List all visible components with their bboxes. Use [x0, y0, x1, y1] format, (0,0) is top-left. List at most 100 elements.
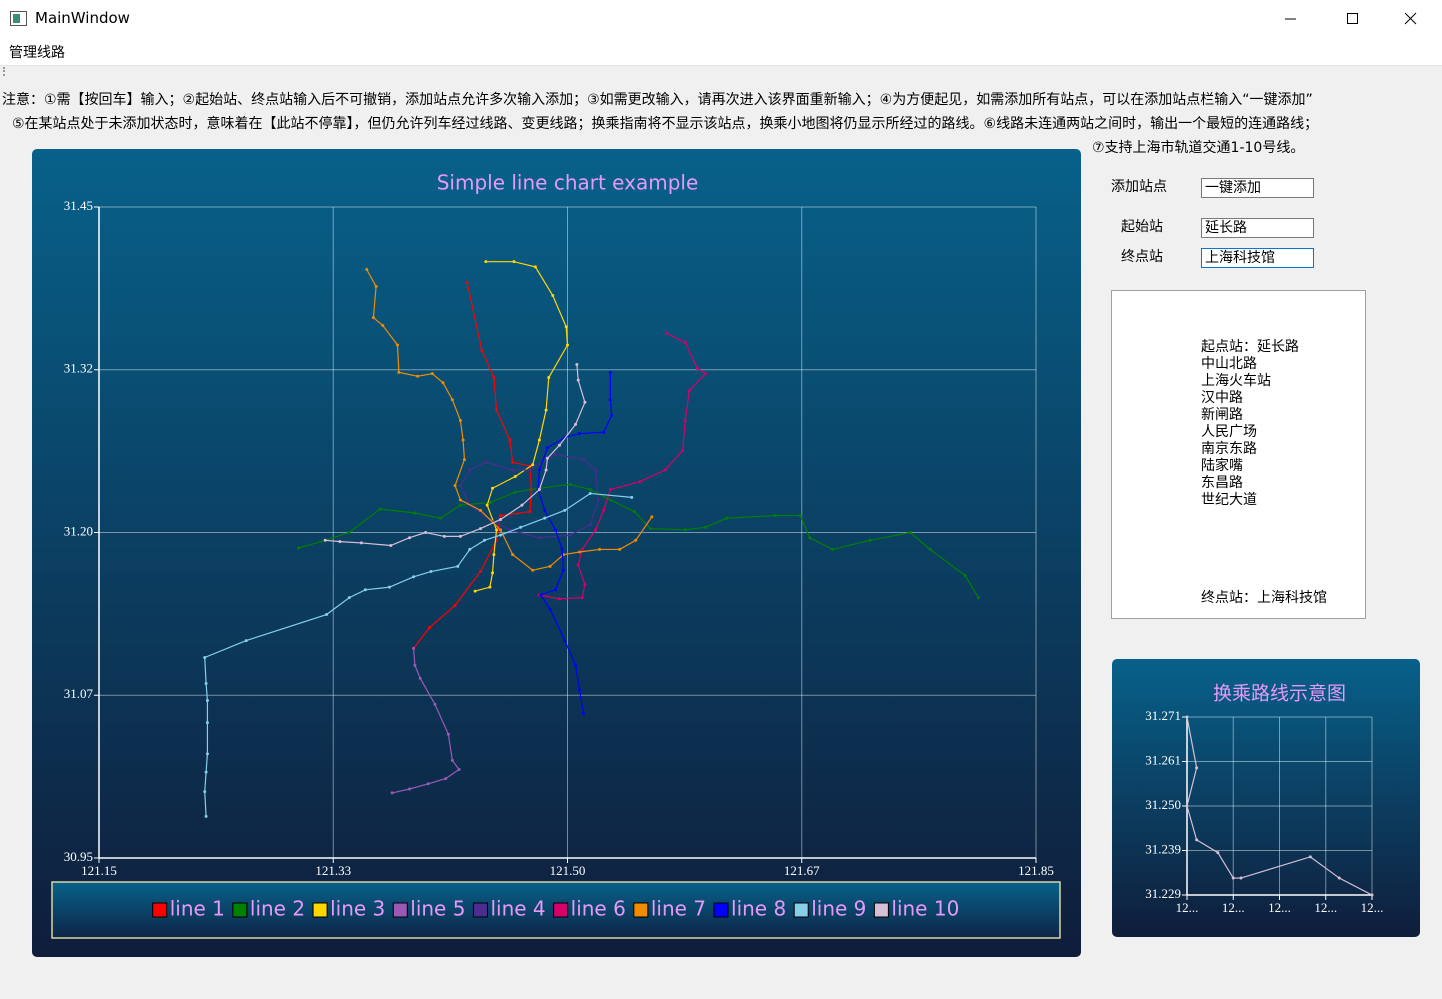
series-point — [594, 468, 598, 472]
close-button[interactable] — [1404, 12, 1417, 25]
series-point — [499, 533, 503, 537]
series-point — [928, 547, 932, 551]
series-point — [582, 711, 586, 715]
end-station-input[interactable]: 上海科技馆 — [1201, 248, 1314, 268]
series-point — [491, 486, 495, 490]
series-point — [561, 568, 565, 572]
series-point — [426, 782, 430, 786]
legend-swatch — [793, 902, 809, 918]
series-point — [488, 585, 492, 589]
series-point — [359, 541, 363, 545]
series-point — [598, 547, 602, 551]
series-point — [511, 460, 515, 464]
series-point — [484, 460, 488, 464]
series-point — [1337, 876, 1341, 880]
series-point — [576, 378, 580, 382]
series-point — [458, 498, 462, 502]
legend-label: line 1 — [170, 897, 225, 921]
series-point — [580, 596, 584, 600]
legend-label: line 5 — [410, 897, 465, 921]
series-point — [544, 408, 548, 412]
series-point — [513, 475, 517, 479]
series-point — [594, 528, 598, 532]
series-point — [773, 514, 777, 518]
menu-item[interactable]: 管理线路 — [9, 45, 65, 61]
series-point — [1231, 876, 1235, 880]
series-point — [868, 538, 872, 542]
legend-swatch — [392, 902, 408, 918]
route-line: 南京东路 — [1201, 441, 1257, 457]
series-point — [683, 528, 687, 532]
series-point — [374, 284, 378, 288]
series-point — [483, 538, 487, 542]
series-point — [203, 655, 207, 659]
legend-label: line 6 — [571, 897, 626, 921]
series-point — [323, 538, 327, 542]
main-chart: Simple line chart example 30.95 31.07 31.20… — [32, 149, 1081, 957]
series-point — [511, 468, 515, 472]
legend-label: line 8 — [731, 897, 786, 921]
series-point — [519, 525, 523, 529]
series-point — [1216, 851, 1220, 855]
legend-swatch — [553, 902, 569, 918]
series-point — [244, 639, 248, 643]
series-point — [578, 688, 582, 692]
series-point — [296, 546, 300, 550]
series-line — [474, 261, 569, 592]
series-point — [663, 468, 667, 472]
series-point — [1370, 893, 1374, 897]
series-point — [325, 613, 329, 617]
series-point — [492, 376, 496, 380]
series-point — [908, 531, 912, 534]
series-point — [602, 430, 606, 434]
chart-title: 换乘路线示意图 — [1213, 683, 1346, 705]
series-point — [544, 468, 548, 472]
series-point — [396, 343, 400, 347]
series-point — [458, 534, 462, 538]
series-point — [1185, 715, 1189, 719]
menu-bar: 管理线路 — [0, 38, 1442, 66]
series-point — [204, 770, 208, 774]
field-label: 终点站 — [1121, 249, 1163, 265]
y-tick-label: 31.32 — [64, 361, 93, 376]
series-point — [347, 531, 351, 534]
series-point — [551, 294, 555, 298]
legend-label: line 9 — [811, 897, 866, 921]
y-tick-label: 31.250 — [1145, 797, 1181, 812]
series-point — [531, 463, 535, 467]
series-point — [563, 639, 567, 643]
series-point — [446, 732, 450, 736]
series-point — [338, 540, 342, 544]
series-point — [444, 777, 448, 781]
series-point — [450, 398, 454, 402]
route-text-box: 起点站：延长路 中山北路 上海火车站 汉中路 新闸路 人民广场 南京东路 陆家嘴 东昌路 世纪大道… — [1111, 290, 1366, 619]
note-line: 注意：①需【按回车】输入；②起始站、终点站输入后不可撤销，添加站点允许多次输入添… — [2, 92, 1313, 108]
series-point — [462, 458, 466, 462]
series-point — [442, 534, 446, 538]
series-point — [413, 511, 417, 515]
route-line: 世纪大道 — [1201, 492, 1257, 508]
field-label: 起始站 — [1121, 219, 1163, 235]
series-point — [630, 495, 634, 499]
maximize-button[interactable] — [1347, 13, 1358, 24]
series-point — [537, 468, 541, 472]
series-point — [495, 408, 499, 412]
series-point — [602, 508, 606, 512]
series-point — [397, 370, 401, 374]
series-point — [548, 607, 552, 611]
series-point — [543, 516, 547, 520]
series-point — [608, 488, 612, 492]
route-line: 上海火车站 — [1201, 373, 1271, 389]
series-point — [424, 531, 428, 534]
series-point — [416, 374, 420, 378]
series-point — [1195, 838, 1199, 842]
add-station-input[interactable]: 一键添加 — [1201, 178, 1314, 198]
series-point — [683, 340, 687, 344]
x-tick-label: 12... — [1361, 900, 1384, 915]
series-line — [1186, 716, 1373, 896]
series-point — [468, 468, 472, 472]
start-station-input[interactable]: 延长路 — [1201, 218, 1314, 238]
note-line: ⑦支持上海市轨道交通1-10号线。 — [1092, 140, 1305, 156]
series-point — [582, 458, 586, 462]
